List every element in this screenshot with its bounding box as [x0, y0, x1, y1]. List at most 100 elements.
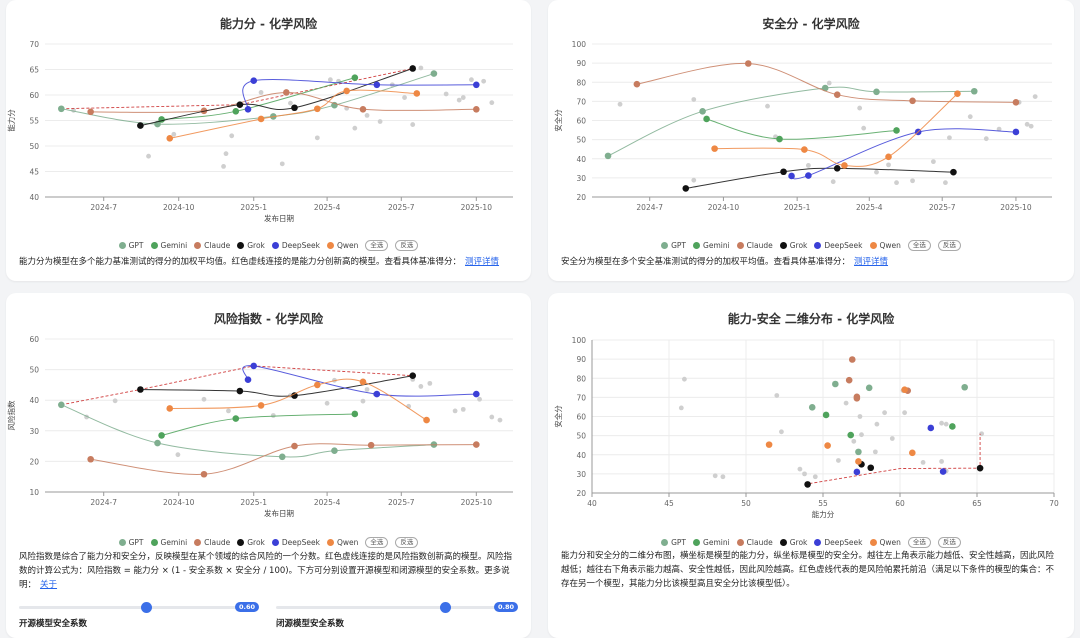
scatter-card: 能力-安全 二维分布 - 化学风险 20 30 40 50 60 70 80 90 100 40 4… — [548, 293, 1074, 638]
slider-track[interactable] — [19, 606, 241, 609]
scatter-chart: 20 30 40 50 60 70 80 90 100 40 45 50 55 60 65 70 能力分 安全分 — [553, 336, 1059, 519]
legend-swatch — [271, 242, 279, 249]
y-tick-label: 45 — [29, 168, 39, 177]
point-gemini — [232, 415, 240, 422]
point-qwen — [801, 146, 808, 153]
invert-selection-button[interactable]: 反选 — [937, 537, 961, 548]
legend-item-gemini[interactable]: Gemini — [693, 538, 730, 547]
legend-item-claude[interactable]: Claude — [194, 538, 230, 547]
slider-track[interactable] — [276, 606, 500, 609]
details-link[interactable]: 测评详情 — [854, 257, 889, 267]
legend-swatch — [779, 539, 787, 546]
slider-handle[interactable] — [140, 602, 152, 613]
other-model-point — [270, 413, 276, 418]
legend-item-gpt[interactable]: GPT — [118, 538, 144, 547]
other-model-point — [678, 405, 684, 411]
series-line-deepseek — [242, 79, 477, 110]
series-line-gpt — [61, 404, 434, 458]
select-all-button[interactable]: 全选 — [365, 537, 389, 548]
point-qwen — [166, 405, 174, 412]
legend-item-deepseek[interactable]: DeepSeek — [814, 241, 863, 250]
legend-swatch — [118, 242, 126, 249]
frontier-line — [804, 433, 981, 485]
other-model-point — [902, 410, 908, 416]
open-source-slider[interactable]: 0.60 开源模型安全系数 — [19, 594, 259, 629]
capability-chart: 40 45 50 55 60 65 70 2024-7 2024-10 2025-1 2025-4 2… — [6, 40, 513, 223]
legend-item-qwen[interactable]: Qwen — [869, 538, 901, 547]
details-link[interactable]: 测评详情 — [465, 257, 500, 267]
y-tick-label: 90 — [576, 59, 586, 68]
legend-item-grok[interactable]: Grok — [237, 241, 265, 250]
other-model-point — [836, 458, 841, 463]
legend-item-qwen[interactable]: Qwen — [327, 241, 358, 250]
legend-item-grok[interactable]: Grok — [779, 538, 807, 547]
legend-item-deepseek[interactable]: DeepSeek — [271, 538, 320, 547]
point-deepseek — [250, 77, 258, 85]
legend-item-gpt[interactable]: GPT — [661, 241, 686, 250]
select-all-button[interactable]: 全选 — [907, 240, 931, 251]
y-tick-label: 20 — [576, 489, 586, 498]
legend-swatch — [814, 242, 822, 249]
other-model-point — [410, 122, 416, 127]
invert-selection-button[interactable]: 反选 — [395, 240, 419, 251]
legend-item-gemini[interactable]: Gemini — [150, 241, 187, 250]
other-model-point — [279, 161, 285, 167]
point-deepseek — [939, 468, 947, 475]
legend-item-deepseek[interactable]: DeepSeek — [271, 241, 320, 250]
legend-item-grok[interactable]: Grok — [237, 538, 265, 547]
legend-item-gpt[interactable]: GPT — [118, 241, 144, 250]
series-line-gemini — [706, 118, 897, 140]
select-all-button[interactable]: 全选 — [365, 240, 389, 251]
about-link[interactable]: 关于 — [40, 580, 58, 590]
point-claude — [291, 442, 298, 450]
legend-item-gemini[interactable]: Gemini — [150, 538, 187, 547]
point-claude — [845, 376, 853, 384]
y-tick-label: 60 — [576, 413, 586, 422]
select-all-button[interactable]: 全选 — [907, 537, 931, 548]
slider-handle[interactable] — [439, 602, 451, 613]
point-claude — [1012, 99, 1020, 106]
y-tick-label: 40 — [576, 155, 586, 164]
y-tick-label: 70 — [576, 393, 586, 402]
point-gpt — [873, 88, 880, 96]
point-claude — [909, 97, 916, 105]
y-tick-label: 50 — [576, 432, 586, 441]
invert-selection-button[interactable]: 反选 — [937, 240, 961, 251]
legend-item-qwen[interactable]: Qwen — [869, 241, 901, 250]
legend-swatch — [869, 539, 877, 546]
legend-item-claude[interactable]: Claude — [736, 538, 773, 547]
legend-item-claude[interactable]: Claude — [736, 241, 773, 250]
other-model-point — [797, 466, 803, 472]
legend-label: GPT — [128, 241, 144, 250]
point-gemini — [847, 431, 855, 439]
point-gpt — [961, 383, 968, 391]
legend-item-claude[interactable]: Claude — [194, 241, 230, 250]
legend-swatch — [150, 539, 158, 546]
other-model-point — [1032, 94, 1038, 99]
invert-selection-button[interactable]: 反选 — [395, 537, 419, 548]
slider-label: 开源模型安全系数 — [19, 619, 88, 629]
closed-source-slider[interactable]: 0.80 闭源模型安全系数 — [276, 594, 518, 629]
other-model-point — [1024, 121, 1030, 127]
slider-value: 0.80 — [493, 602, 518, 612]
legend-label: GPT — [671, 241, 687, 250]
legend-label: DeepSeek — [824, 538, 863, 547]
legend-item-deepseek[interactable]: DeepSeek — [814, 538, 863, 547]
other-model-point — [894, 180, 899, 186]
other-model-point — [682, 376, 687, 382]
legend-swatch — [661, 242, 669, 249]
point-gpt — [970, 87, 978, 95]
other-model-point — [805, 163, 811, 168]
x-tick-label: 2025-7 — [388, 498, 415, 507]
other-model-point — [874, 169, 879, 175]
legend-item-grok[interactable]: Grok — [779, 241, 807, 250]
legend-item-gpt[interactable]: GPT — [661, 538, 686, 547]
capability-card: 能力分 - 化学风险 40 45 50 55 60 65 70 2024-7 2024-10 20… — [6, 0, 531, 281]
x-tick-label: 2025-10 — [461, 203, 493, 212]
legend-item-gemini[interactable]: Gemini — [693, 241, 730, 250]
legend-item-qwen[interactable]: Qwen — [327, 538, 358, 547]
point-grok — [682, 185, 690, 192]
other-model-point — [360, 398, 366, 404]
chart-title: 风险指数 - 化学风险 — [213, 312, 324, 326]
other-model-point — [175, 452, 181, 458]
